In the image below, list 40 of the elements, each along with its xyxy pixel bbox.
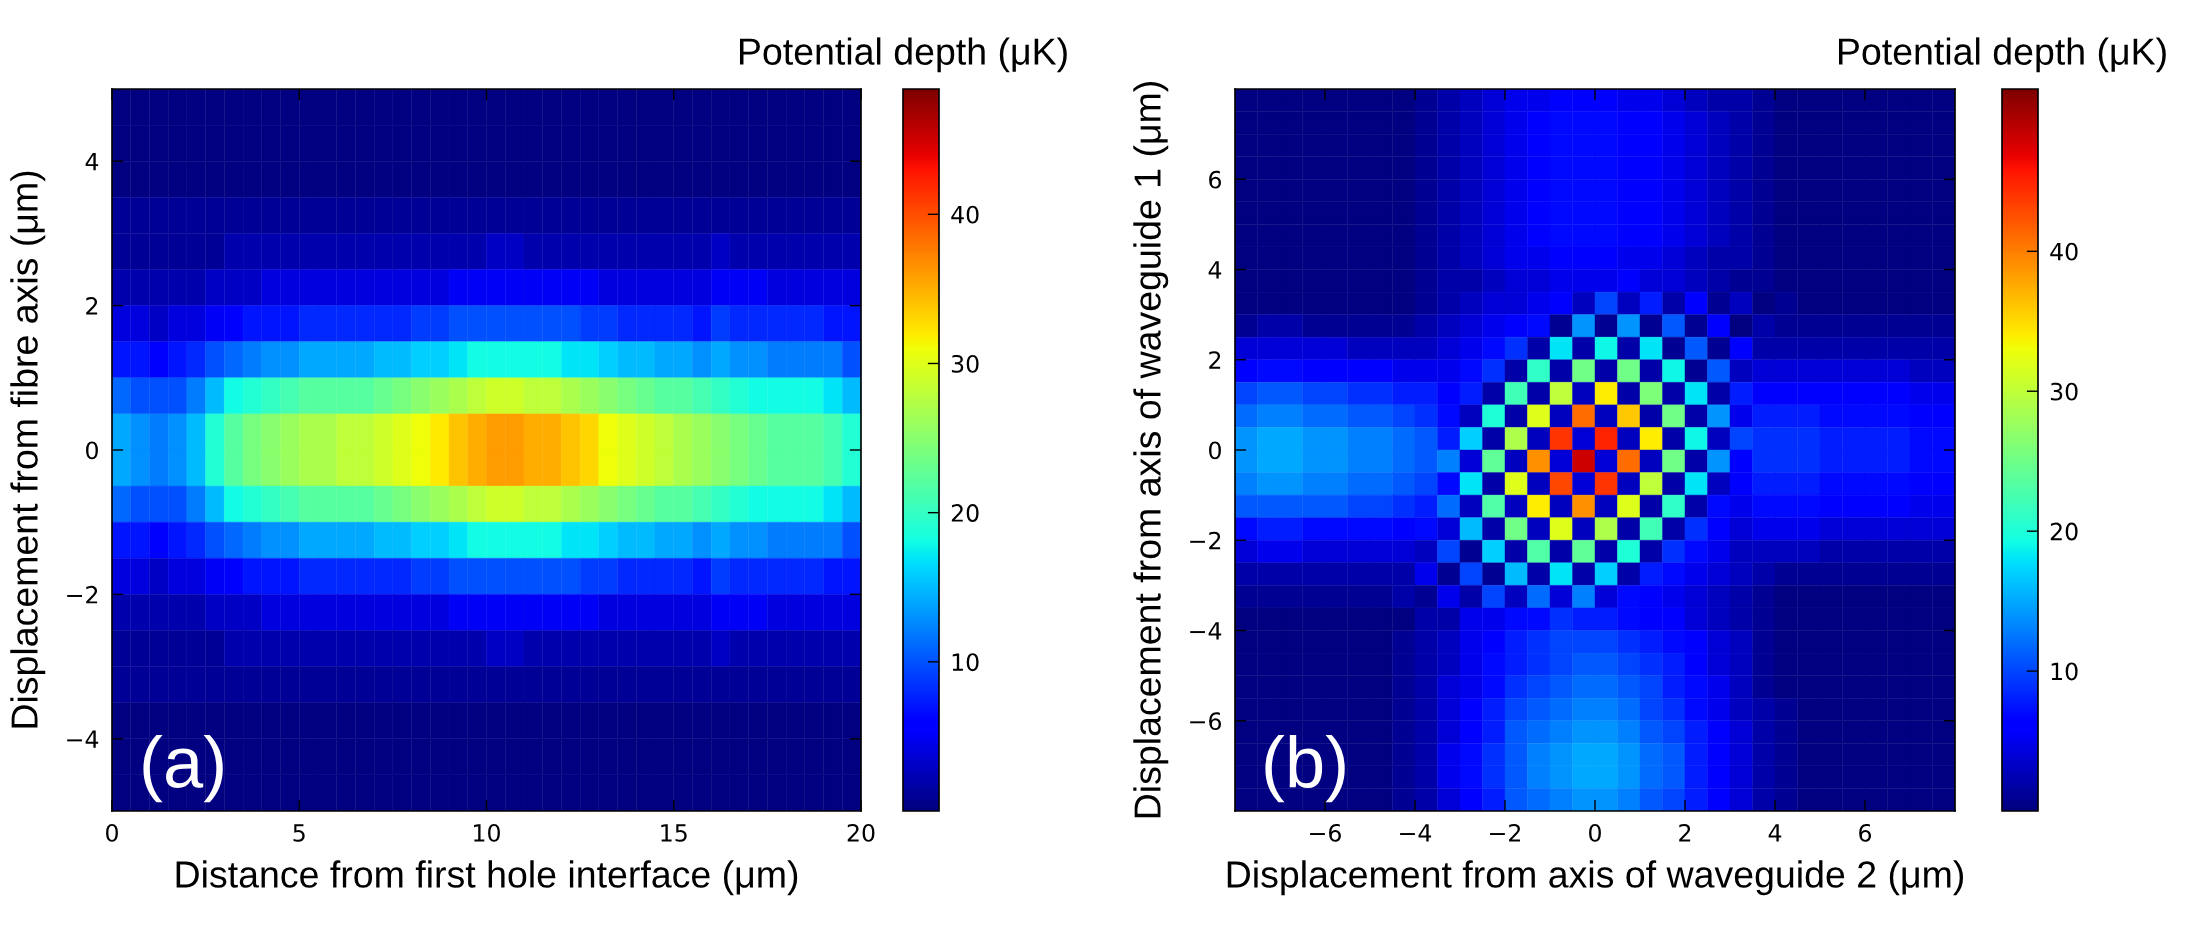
color-bar-title: Potential depth (μK) xyxy=(739,37,1067,73)
x-tick-label: 0 xyxy=(1589,823,1601,842)
x-tick-label: 4 xyxy=(1768,824,1782,842)
y-tick-label: 4 xyxy=(1208,261,1222,279)
x-tick-label: 0 xyxy=(106,823,118,842)
x-tick-label: −2 xyxy=(1490,823,1521,842)
y-tick-label: −2 xyxy=(67,585,98,604)
y-tick-label: 6 xyxy=(1209,170,1222,189)
color-bar-title: Potential depth (μK) xyxy=(1838,37,2166,73)
annotation: (a) xyxy=(143,735,223,803)
x-tick-label: −6 xyxy=(1310,823,1341,842)
y-tick-label: 2 xyxy=(1209,351,1221,369)
y-tick-label: 0 xyxy=(1209,441,1221,460)
y-tick-label: −4 xyxy=(67,730,99,748)
x-tick-label: 2 xyxy=(1679,823,1691,842)
annotation: (b) xyxy=(1265,735,1345,803)
x-axis-title: Displacement from axis of waveguide 2 (μm) xyxy=(1227,860,1964,896)
y-tick-label: 0 xyxy=(86,441,98,460)
x-tick-label: 6 xyxy=(1859,823,1872,842)
y-tick-label: 2 xyxy=(86,297,98,315)
x-axis-title: Distance from first hole interface (μm) xyxy=(176,860,798,896)
color-bar-label: 30 xyxy=(951,354,979,373)
x-tick-label: 20 xyxy=(847,823,875,842)
x-tick-label: 5 xyxy=(293,824,305,842)
color-bar-label: 30 xyxy=(2050,382,2078,401)
color-bar-label: 10 xyxy=(952,653,979,672)
color-bar-label: 10 xyxy=(2051,662,2078,681)
y-axis-title: Displacement from fibre axis (μm) xyxy=(10,171,46,728)
y-tick-label: −2 xyxy=(1190,531,1221,550)
x-tick-label: 10 xyxy=(474,823,500,842)
y-tick-label: −4 xyxy=(1190,622,1222,640)
color-bar-label: 20 xyxy=(951,504,979,522)
y-tick-label: 4 xyxy=(85,152,99,171)
x-tick-label: −4 xyxy=(1400,824,1432,842)
color-bar-label: 40 xyxy=(2050,242,2078,261)
color-bar-label: 20 xyxy=(2050,522,2078,541)
x-tick-label: 15 xyxy=(661,824,687,842)
y-tick-label: −6 xyxy=(1190,712,1222,731)
y-axis-title: Displacement from axis of waveguide 1 (μm) xyxy=(1133,81,1169,818)
color-bar-label: 40 xyxy=(951,205,979,224)
